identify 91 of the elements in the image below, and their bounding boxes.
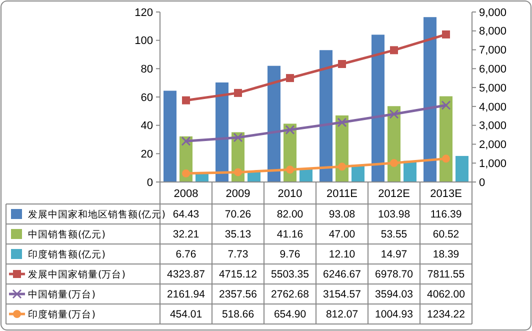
y-tick-label: 40 — [140, 120, 153, 132]
point — [338, 60, 346, 68]
y-tick-label: 100 — [134, 35, 153, 48]
point — [390, 159, 398, 168]
data-label: 32.21 — [172, 228, 200, 241]
point — [286, 166, 294, 174]
data-label: 82.00 — [276, 208, 304, 221]
data-label: 6246.67 — [323, 268, 362, 281]
data-label: 35.13 — [224, 228, 252, 241]
point — [234, 168, 242, 176]
bar — [456, 156, 468, 182]
x-tick-label: 2008 — [174, 188, 198, 200]
data-label: 47.00 — [328, 228, 356, 241]
y2-tick-label: 6,000 — [479, 64, 507, 76]
bar — [440, 96, 452, 182]
x-tick-label: 2013E — [430, 188, 462, 200]
legend-label: 中国销售额(亿元) — [28, 228, 106, 240]
y2-tick-label: 3,000 — [479, 120, 507, 132]
y2-tick-label: 4,000 — [479, 101, 507, 114]
data-label: 7.73 — [228, 248, 248, 261]
x-tick-label: 2010 — [278, 188, 302, 200]
legend-label: 印度销量(万台) — [28, 308, 96, 320]
data-label: 3594.03 — [375, 288, 414, 301]
data-label: 454.01 — [170, 308, 202, 321]
y2-tick-label: 5,000 — [479, 82, 507, 94]
data-label: 41.16 — [276, 228, 304, 241]
data-label: 53.55 — [380, 228, 408, 241]
data-label: 6.76 — [176, 248, 196, 261]
bar — [424, 17, 436, 182]
data-label: 14.97 — [380, 248, 408, 261]
data-label: 7811.55 — [427, 268, 465, 281]
bar — [268, 66, 280, 182]
data-label: 12.10 — [328, 248, 356, 261]
y2-tick-label: 9,000 — [479, 6, 507, 19]
y2-tick-label: 8,000 — [479, 26, 507, 38]
point — [182, 96, 190, 104]
x-tick-label: 2011E — [326, 188, 358, 200]
y2-tick-label: 2,000 — [479, 139, 507, 152]
data-label: 64.43 — [172, 208, 200, 221]
data-label: 654.90 — [274, 308, 306, 321]
data-label: 4062.00 — [427, 288, 466, 301]
point — [389, 109, 399, 119]
y-tick-label: 80 — [140, 64, 153, 76]
data-label: 3154.57 — [323, 288, 362, 301]
y2-tick-label: 7,000 — [479, 44, 507, 57]
y2-tick-label: 0 — [479, 176, 486, 189]
data-label: 2161.94 — [167, 288, 206, 301]
data-label: 18.39 — [432, 248, 460, 261]
bar — [372, 34, 384, 182]
legend-label: 发展中国家销量(万台) — [28, 268, 126, 280]
data-label: 5503.35 — [271, 268, 310, 281]
data-label: 812.07 — [326, 308, 358, 321]
data-label: 4323.87 — [167, 268, 206, 281]
bar — [216, 82, 228, 182]
data-label: 2762.68 — [271, 288, 310, 301]
point — [182, 169, 190, 178]
data-label: 9.76 — [280, 248, 300, 261]
point — [441, 100, 451, 110]
y-tick-label: 20 — [140, 148, 153, 161]
data-label: 6978.70 — [375, 268, 414, 281]
data-label: 70.26 — [224, 208, 252, 221]
data-label: 2357.56 — [219, 288, 258, 301]
point — [337, 118, 347, 128]
bar — [320, 50, 332, 182]
y-tick-label: 120 — [134, 6, 153, 19]
data-label: 103.98 — [378, 208, 410, 221]
point — [181, 136, 191, 146]
legend-label: 印度销售额(亿元) — [28, 248, 106, 260]
point — [234, 88, 242, 97]
bar — [164, 90, 176, 182]
data-label: 1234.22 — [427, 308, 466, 321]
point — [286, 74, 294, 82]
y-tick-label: 0 — [146, 176, 153, 189]
data-label: 116.39 — [430, 208, 462, 221]
data-label: 60.52 — [432, 228, 460, 241]
point — [390, 46, 398, 54]
point — [338, 162, 346, 171]
y2-tick-label: 1,000 — [479, 158, 507, 170]
legend-label: 发展中国家和地区销售额(亿元) — [28, 208, 166, 220]
point — [233, 132, 243, 142]
data-label: 4715.12 — [219, 268, 258, 281]
data-label: 518.66 — [222, 308, 254, 321]
x-tick-label: 2009 — [226, 188, 250, 200]
y-tick-label: 60 — [140, 92, 153, 104]
point — [285, 125, 295, 135]
point — [442, 154, 450, 163]
data-label: 93.08 — [328, 208, 356, 221]
legend-label: 中国销量(万台) — [28, 288, 96, 300]
x-tick-label: 2012E — [378, 188, 410, 200]
data-label: 1004.93 — [375, 308, 414, 321]
point — [442, 30, 450, 38]
